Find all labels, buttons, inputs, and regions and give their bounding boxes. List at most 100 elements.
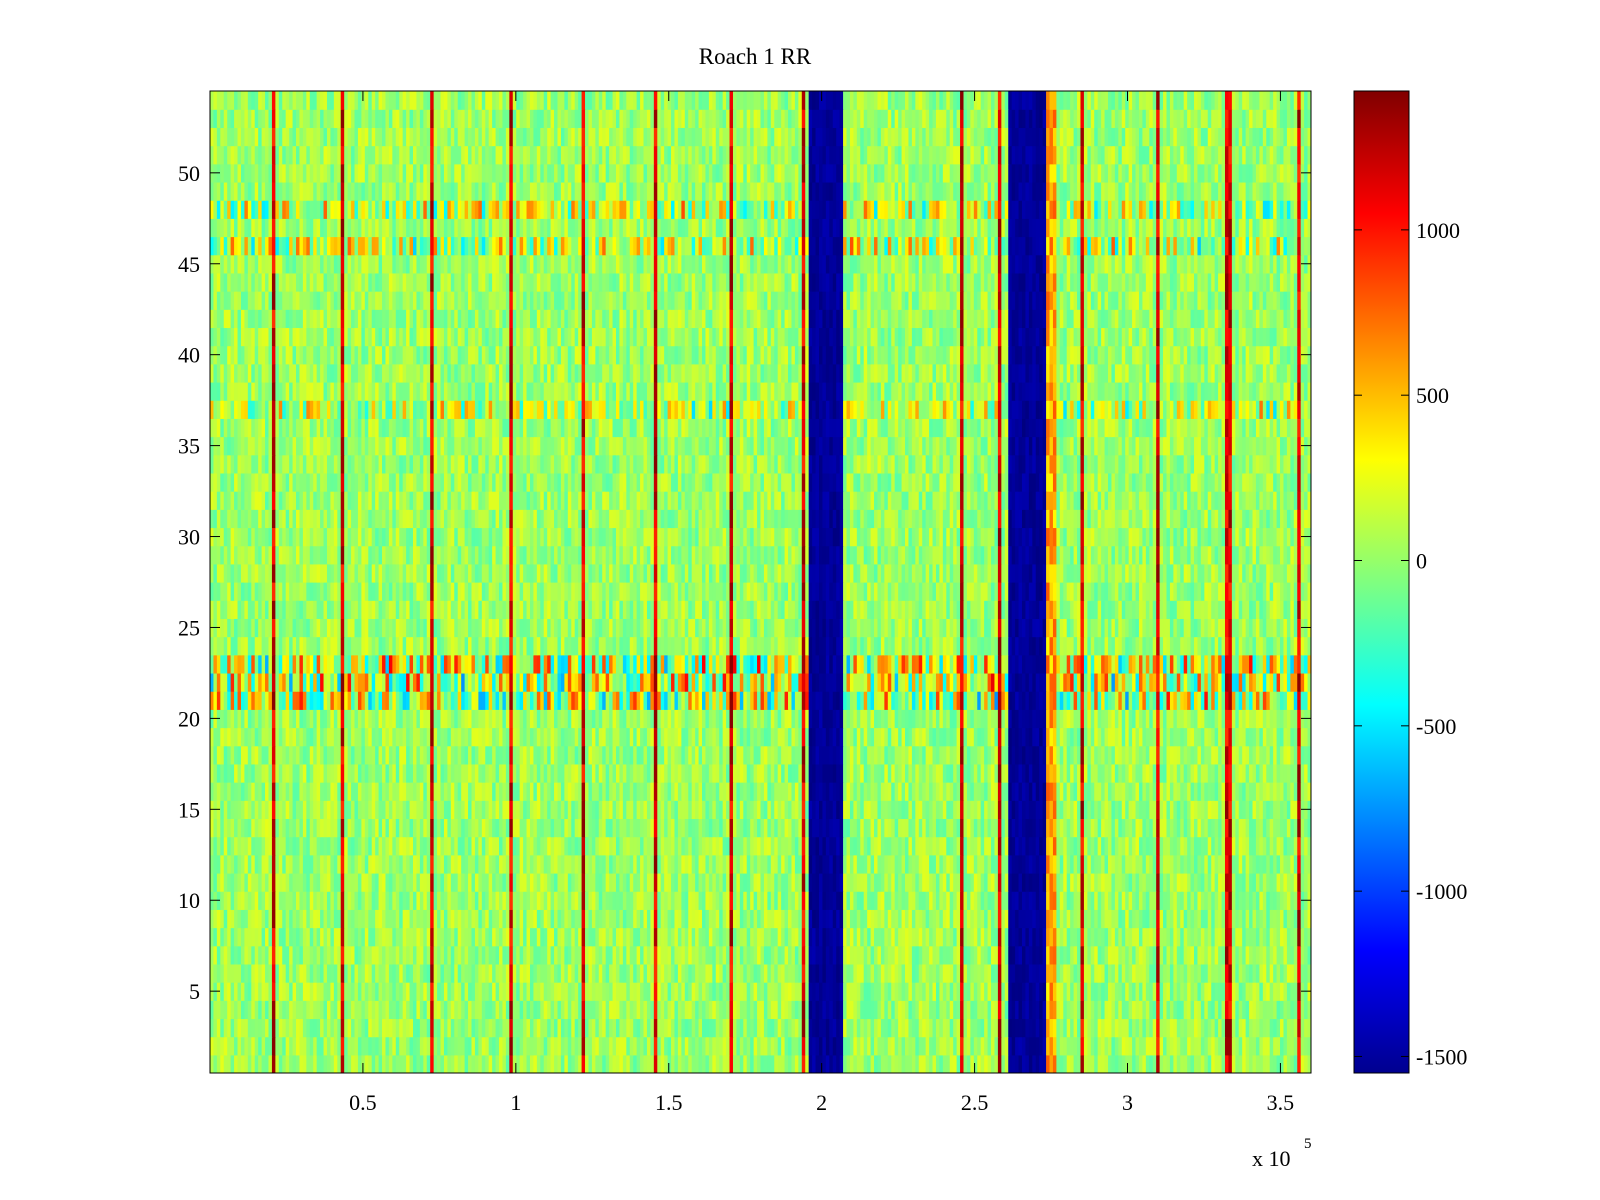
- heatmap-cell: [361, 891, 366, 910]
- heatmap-cell: [698, 963, 703, 983]
- heatmap-cell: [278, 945, 283, 965]
- heatmap-cell: [505, 1054, 510, 1073]
- heatmap-cell: [499, 782, 504, 801]
- heatmap-cell: [550, 909, 555, 929]
- heatmap-cell: [1214, 818, 1219, 838]
- heatmap-cell: [330, 963, 335, 983]
- heatmap-cell: [980, 1018, 985, 1038]
- heatmap-cell: [1056, 1018, 1061, 1038]
- heatmap-cell: [516, 927, 521, 947]
- heatmap-cell: [347, 945, 352, 965]
- heatmap-cell: [1028, 854, 1033, 874]
- heatmap-cell: [760, 982, 765, 1001]
- heatmap-cell: [763, 818, 768, 838]
- heatmap-cell: [788, 927, 793, 947]
- heatmap-cell: [244, 836, 249, 856]
- heatmap-cell: [1249, 800, 1254, 820]
- heatmap-cell: [908, 945, 913, 965]
- heatmap-cell: [1008, 1018, 1013, 1038]
- heatmap-cell: [474, 982, 479, 1001]
- heatmap-cell: [488, 1036, 493, 1056]
- heatmap-cell: [1121, 1036, 1126, 1056]
- heatmap-cell: [1149, 1036, 1154, 1056]
- heatmap-cell: [1187, 963, 1192, 983]
- heatmap-cell: [265, 1054, 270, 1073]
- heatmap-cell: [1163, 909, 1168, 929]
- heatmap-cell: [540, 982, 545, 1001]
- heatmap-cell: [843, 818, 848, 838]
- heatmap-cell: [777, 854, 782, 874]
- heatmap-cell: [471, 854, 476, 874]
- heatmap-cell: [922, 818, 927, 838]
- heatmap-cell: [970, 1036, 975, 1056]
- heatmap-cell: [867, 909, 872, 929]
- heatmap-cell: [898, 927, 903, 947]
- heatmap-cell: [1187, 982, 1192, 1001]
- heatmap-cell: [1077, 891, 1082, 910]
- heatmap-cell: [1111, 1018, 1116, 1038]
- heatmap-cell: [230, 909, 235, 929]
- heatmap-cell: [966, 909, 971, 929]
- heatmap-cell: [395, 909, 400, 929]
- heatmap-cell: [681, 1018, 686, 1038]
- heatmap-cell: [323, 927, 328, 947]
- heatmap-cell: [289, 1054, 294, 1073]
- heatmap-cell: [464, 1000, 469, 1020]
- heatmap-cell: [843, 854, 848, 874]
- heatmap-cell: [1218, 891, 1223, 910]
- heatmap-cell: [265, 836, 270, 856]
- heatmap-cell: [299, 945, 304, 965]
- heatmap-cell: [774, 1036, 779, 1056]
- heatmap-cell: [1280, 1000, 1285, 1020]
- heatmap-cell: [1221, 1000, 1226, 1020]
- heatmap-cell: [1121, 945, 1126, 965]
- heatmap-cell: [874, 1000, 879, 1020]
- heatmap-cell: [1149, 1018, 1154, 1038]
- heatmap-cell: [726, 782, 731, 801]
- heatmap-cell: [1242, 891, 1247, 910]
- heatmap-cell: [798, 872, 803, 892]
- heatmap-cell: [437, 818, 442, 838]
- heatmap-cell: [1052, 982, 1057, 1001]
- heatmap-cell: [416, 909, 421, 929]
- heatmap-cell: [505, 800, 510, 820]
- heatmap-cell: [884, 800, 889, 820]
- heatmap-cell: [801, 800, 806, 820]
- heatmap-cell: [894, 982, 899, 1001]
- heatmap-cell: [887, 872, 892, 892]
- heatmap-cell: [643, 909, 648, 929]
- heatmap-cell: [887, 891, 892, 910]
- heatmap-cell: [763, 982, 768, 1001]
- heatmap-cell: [581, 982, 586, 1001]
- heatmap-cell: [402, 1000, 407, 1020]
- heatmap-cell: [330, 836, 335, 856]
- heatmap-cell: [481, 818, 486, 838]
- heatmap-cell: [574, 1036, 579, 1056]
- heatmap-cell: [361, 872, 366, 892]
- heatmap-cell: [774, 854, 779, 874]
- heatmap-cell: [1156, 800, 1161, 820]
- heatmap-cell: [836, 818, 841, 838]
- heatmap-cell: [323, 1000, 328, 1020]
- heatmap-cell: [1166, 927, 1171, 947]
- heatmap-cell: [240, 854, 246, 874]
- heatmap-cell: [289, 945, 294, 965]
- heatmap-cell: [423, 927, 428, 947]
- heatmap-cell: [560, 909, 565, 929]
- heatmap-cell: [554, 872, 559, 892]
- heatmap-cell: [571, 1000, 576, 1020]
- heatmap-cell: [1128, 1000, 1133, 1020]
- heatmap-cell: [932, 818, 937, 838]
- heatmap-cell: [695, 927, 700, 947]
- heatmap-cell: [839, 909, 844, 929]
- heatmap-cell: [1125, 909, 1130, 929]
- heatmap-cell: [781, 945, 786, 965]
- heatmap-cell: [588, 836, 593, 856]
- heatmap-cell: [285, 1054, 290, 1073]
- heatmap-cell: [784, 854, 789, 874]
- heatmap-cell: [719, 1036, 724, 1056]
- heatmap-cell: [326, 891, 332, 910]
- heatmap-cell: [344, 836, 349, 856]
- heatmap-cell: [781, 1000, 786, 1020]
- heatmap-cell: [1297, 800, 1302, 820]
